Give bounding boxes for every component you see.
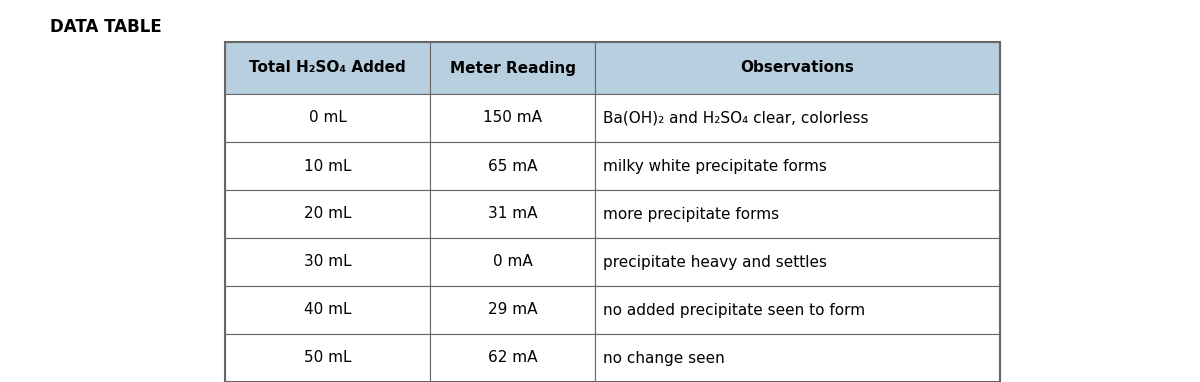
Text: Meter Reading: Meter Reading [450, 60, 576, 76]
Bar [595, 142, 1000, 190]
Text: 29 mA: 29 mA [487, 303, 538, 317]
Text: 30 mL: 30 mL [304, 254, 352, 269]
Bar [595, 334, 1000, 382]
Text: 150 mA: 150 mA [482, 110, 542, 126]
Bar [226, 42, 430, 94]
Bar [430, 190, 595, 238]
Bar [226, 238, 430, 286]
Bar [430, 94, 595, 142]
Bar [430, 334, 595, 382]
Text: Total H₂SO₄ Added: Total H₂SO₄ Added [250, 60, 406, 76]
Bar [595, 238, 1000, 286]
Bar [430, 142, 595, 190]
Text: 31 mA: 31 mA [487, 207, 538, 222]
Text: more precipitate forms: more precipitate forms [604, 207, 779, 222]
Bar [226, 334, 430, 382]
Text: 0 mA: 0 mA [493, 254, 533, 269]
Text: 0 mL: 0 mL [308, 110, 347, 126]
Bar [595, 190, 1000, 238]
Bar [595, 94, 1000, 142]
Text: 10 mL: 10 mL [304, 159, 352, 173]
Text: 65 mA: 65 mA [487, 159, 538, 173]
Bar [595, 286, 1000, 334]
Text: 40 mL: 40 mL [304, 303, 352, 317]
Bar [226, 142, 430, 190]
Text: Observations: Observations [740, 60, 854, 76]
Text: 62 mA: 62 mA [487, 351, 538, 366]
Bar [226, 94, 430, 142]
Text: no change seen: no change seen [604, 351, 725, 366]
Text: milky white precipitate forms: milky white precipitate forms [604, 159, 827, 173]
Bar [430, 238, 595, 286]
Bar [595, 42, 1000, 94]
Bar [226, 286, 430, 334]
Bar [226, 190, 430, 238]
Bar [430, 42, 595, 94]
Text: no added precipitate seen to form: no added precipitate seen to form [604, 303, 865, 317]
Text: DATA TABLE: DATA TABLE [50, 18, 162, 36]
Bar [430, 286, 595, 334]
Text: 50 mL: 50 mL [304, 351, 352, 366]
Text: 20 mL: 20 mL [304, 207, 352, 222]
Text: Ba(OH)₂ and H₂SO₄ clear, colorless: Ba(OH)₂ and H₂SO₄ clear, colorless [604, 110, 869, 126]
Bar [226, 42, 1000, 382]
Text: precipitate heavy and settles: precipitate heavy and settles [604, 254, 827, 269]
